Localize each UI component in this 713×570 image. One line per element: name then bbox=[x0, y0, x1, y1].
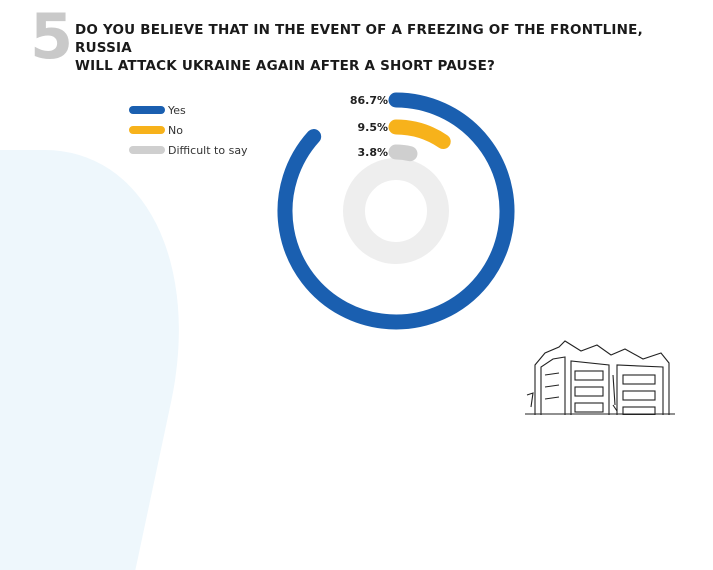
data-label-no: 9.5% bbox=[357, 121, 388, 134]
bar-difficult bbox=[388, 144, 418, 162]
question-line-1: DO YOU BELIEVE THAT IN THE EVENT OF A FR… bbox=[75, 22, 643, 56]
chart-legend: Yes No Difficult to say bbox=[129, 100, 248, 160]
data-label-yes: 86.7% bbox=[350, 94, 388, 107]
legend-label-no: No bbox=[168, 123, 183, 137]
legend-swatch-difficult bbox=[129, 146, 165, 154]
legend-label-yes: Yes bbox=[168, 103, 186, 117]
legend-item-no: No bbox=[129, 120, 248, 140]
legend-swatch-no bbox=[129, 126, 165, 134]
question-number: 5 bbox=[30, 0, 74, 73]
legend-item-yes: Yes bbox=[129, 100, 248, 120]
question-line-2: WILL ATTACK UKRAINE AGAIN AFTER A SHORT … bbox=[75, 58, 496, 74]
legend-item-difficult: Difficult to say bbox=[129, 140, 248, 160]
bar-yes bbox=[277, 92, 515, 330]
legend-label-difficult: Difficult to say bbox=[168, 143, 248, 157]
question-text: DO YOU BELIEVE THAT IN THE EVENT OF A FR… bbox=[75, 21, 695, 75]
bar-no bbox=[388, 119, 451, 150]
legend-swatch-yes bbox=[129, 106, 165, 114]
inner-ring bbox=[343, 158, 449, 264]
ruined-building-illustration bbox=[525, 340, 675, 415]
data-label-difficult: 3.8% bbox=[357, 146, 388, 159]
radial-bar-chart: 86.7% 9.5% 3.8% bbox=[277, 92, 515, 330]
